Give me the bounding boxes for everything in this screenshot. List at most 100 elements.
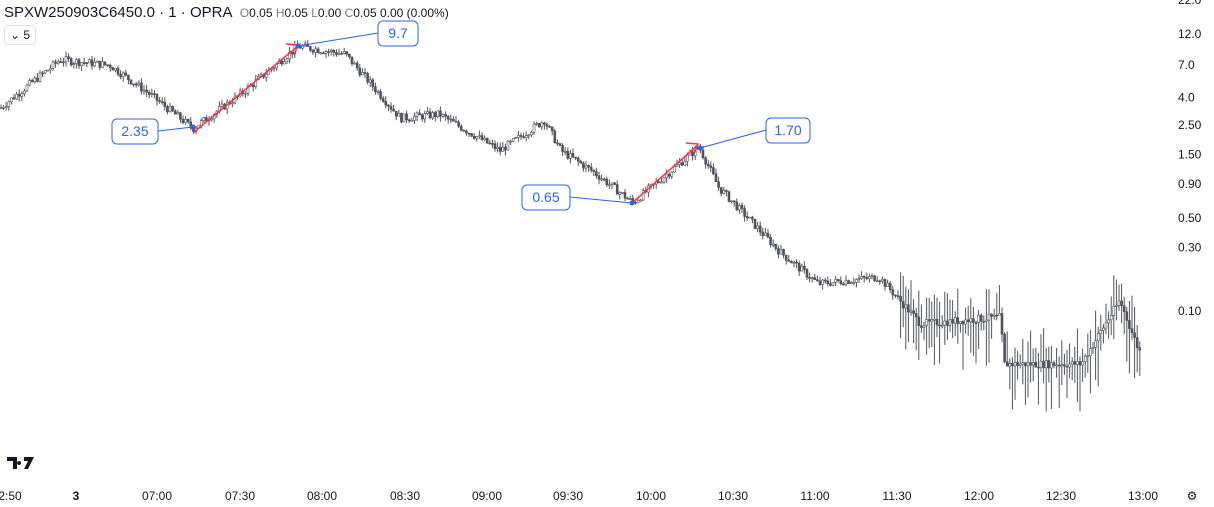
- candle: [514, 136, 518, 139]
- x-tick-label: 09:30: [553, 489, 583, 503]
- candle: [150, 88, 154, 98]
- candle: [735, 198, 739, 212]
- candle: [1060, 340, 1064, 386]
- candle: [524, 131, 528, 142]
- candle: [836, 278, 840, 283]
- candle: [608, 179, 611, 189]
- candle: [462, 129, 466, 132]
- candle: [1011, 357, 1014, 410]
- candle: [387, 103, 390, 112]
- price-label-annotation[interactable]: 1.70: [697, 117, 811, 151]
- candle: [173, 109, 177, 115]
- candle: [748, 216, 752, 219]
- candle: [745, 211, 749, 221]
- candle: [566, 147, 570, 160]
- candle: [186, 118, 190, 124]
- candle: [25, 83, 29, 92]
- candle: [179, 111, 182, 123]
- candle: [82, 57, 86, 66]
- candle: [870, 273, 874, 280]
- candle: [431, 110, 434, 120]
- candle: [20, 91, 24, 102]
- candle: [1063, 353, 1066, 376]
- x-tick-label: 09:00: [472, 489, 502, 503]
- candle: [342, 47, 346, 55]
- x-tick-label: 3: [73, 489, 80, 503]
- candle: [852, 277, 856, 286]
- candle: [803, 261, 806, 274]
- candle: [244, 91, 247, 99]
- candle: [730, 200, 733, 204]
- symbol-title[interactable]: SPXW250903C6450.0 · 1 · OPRA: [4, 4, 232, 21]
- candle: [371, 77, 375, 92]
- candle: [894, 294, 897, 299]
- candle: [93, 57, 96, 68]
- price-label-annotation[interactable]: 9.7: [295, 20, 419, 49]
- trend-arrow[interactable]: [192, 43, 300, 134]
- candle: [810, 276, 814, 283]
- candle: [1096, 326, 1100, 387]
- tradingview-logo[interactable]: [7, 457, 34, 469]
- candle: [134, 81, 138, 88]
- candle: [888, 281, 892, 293]
- candle: [540, 121, 544, 131]
- candle: [106, 64, 109, 67]
- candle: [574, 156, 577, 160]
- candle: [844, 275, 848, 287]
- candle: [613, 181, 616, 186]
- candle: [818, 276, 822, 286]
- candle: [1070, 357, 1074, 381]
- candle: [43, 69, 47, 75]
- candle: [605, 176, 609, 188]
- candle: [288, 46, 291, 64]
- price-label-annotation[interactable]: 0.65: [521, 184, 635, 211]
- candle: [324, 49, 328, 58]
- candle: [345, 51, 349, 57]
- candle: [314, 46, 317, 58]
- candle: [166, 104, 169, 115]
- trend-arrow[interactable]: [631, 142, 700, 204]
- candle: [556, 139, 559, 146]
- candle: [153, 90, 156, 99]
- candle: [38, 70, 42, 83]
- candle: [959, 321, 962, 333]
- candle: [160, 97, 164, 105]
- candle: [621, 191, 624, 195]
- candle: [527, 133, 531, 139]
- candle: [51, 60, 55, 71]
- candle: [587, 164, 590, 172]
- candle: [927, 297, 931, 348]
- svg-text:2.35: 2.35: [121, 123, 148, 139]
- x-tick-label: 10:30: [718, 489, 748, 503]
- candle: [491, 139, 494, 149]
- candle: [1122, 296, 1126, 335]
- candle: [530, 130, 533, 138]
- indicators-collapse-button[interactable]: ⌄ 5: [4, 25, 37, 45]
- y-tick-label: 0.30: [1178, 240, 1202, 254]
- candle: [1089, 329, 1092, 394]
- candle: [327, 48, 330, 57]
- candle: [101, 57, 104, 69]
- candle: [834, 276, 837, 287]
- candle: [15, 91, 18, 100]
- candle: [977, 310, 980, 350]
- candle: [1133, 306, 1136, 379]
- candle: [1094, 310, 1097, 381]
- candle: [283, 58, 286, 65]
- candle: [127, 74, 130, 85]
- x-tick-label: 07:00: [142, 489, 172, 503]
- candle: [1091, 341, 1095, 354]
- candle: [938, 301, 941, 364]
- candle: [470, 132, 473, 138]
- candle: [485, 137, 489, 144]
- settings-gear-icon[interactable]: ⚙: [1187, 489, 1198, 503]
- candle: [415, 111, 419, 121]
- candle: [1117, 284, 1121, 311]
- candle: [12, 94, 16, 100]
- x-tick-label: 08:30: [390, 489, 420, 503]
- price-label-annotation[interactable]: 2.35: [111, 118, 196, 145]
- y-tick-label: 22.0: [1178, 0, 1202, 7]
- candle: [1003, 332, 1006, 364]
- candle: [683, 157, 687, 166]
